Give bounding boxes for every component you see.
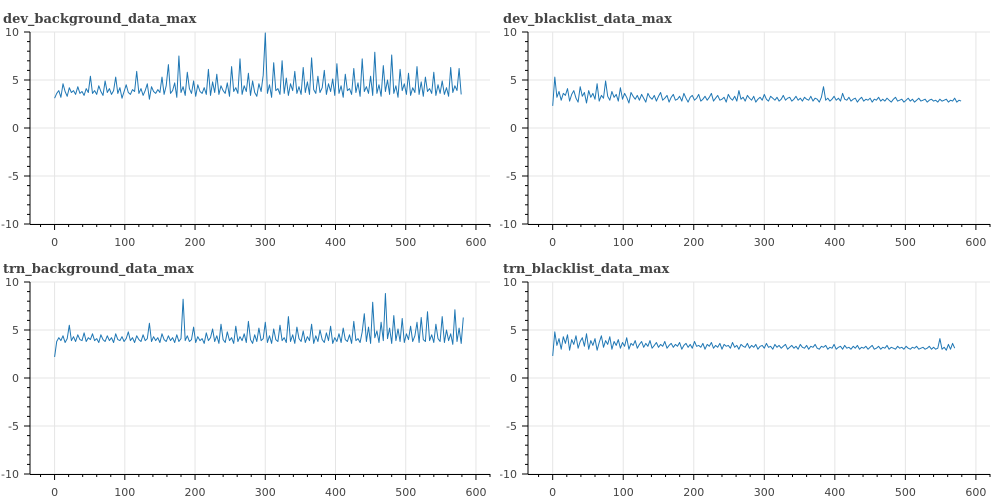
y-tick-label: 5 <box>510 74 517 87</box>
x-tick-label: 0 <box>549 236 556 249</box>
x-tick-label: 100 <box>114 236 135 249</box>
y-tick-label: 0 <box>12 372 19 385</box>
y-tick-label: 10 <box>503 26 517 39</box>
y-tick-label: -10 <box>500 468 517 481</box>
y-tick-label: -10 <box>500 218 517 231</box>
x-tick-label: 500 <box>895 236 916 249</box>
series-line <box>54 32 462 100</box>
y-tick-label: 0 <box>510 122 517 135</box>
y-tick-label: 5 <box>12 74 19 87</box>
y-tick-label: -10 <box>1 218 19 231</box>
x-tick-label: 600 <box>465 486 486 499</box>
y-tick-label: 0 <box>12 122 19 135</box>
y-tick-label: -5 <box>506 170 517 183</box>
y-tick-label: -5 <box>8 170 19 183</box>
x-tick-label: 200 <box>185 236 206 249</box>
y-tick-label: 5 <box>510 324 517 337</box>
y-tick-label: -10 <box>1 468 19 481</box>
y-tick-label: 10 <box>503 276 517 289</box>
chart-panel-trn-background: trn_background_data_max 0 100 200 300 400 500 6… <box>0 250 500 500</box>
y-tick-label: 10 <box>5 276 19 289</box>
chart-title: dev_background_data_max <box>3 12 197 27</box>
chart-panel-dev-background: dev_background_data_max 0 100 200 300 400 500 6… <box>0 0 500 250</box>
x-tick-label: 300 <box>754 486 775 499</box>
x-tick-label: 300 <box>255 486 276 499</box>
x-tick-label: 200 <box>185 486 206 499</box>
x-tick-label: 200 <box>683 236 704 249</box>
x-tick-label: 400 <box>824 236 845 249</box>
series-line <box>54 293 464 357</box>
x-tick-label: 300 <box>255 236 276 249</box>
chart-title: trn_blacklist_data_max <box>503 262 670 277</box>
chart-panel-dev-blacklist: dev_blacklist_data_max 0 100 200 300 400 500 60… <box>500 0 1000 250</box>
x-tick-label: 0 <box>51 236 58 249</box>
chart-title: trn_background_data_max <box>3 262 194 277</box>
x-tick-label: 200 <box>683 486 704 499</box>
x-tick-label: 100 <box>114 486 135 499</box>
x-tick-label: 500 <box>395 236 416 249</box>
x-tick-label: 600 <box>965 486 986 499</box>
y-tick-label: -5 <box>506 420 517 433</box>
y-tick-label: 5 <box>12 324 19 337</box>
x-tick-label: 600 <box>465 236 486 249</box>
x-tick-label: 400 <box>824 486 845 499</box>
chart-title: dev_blacklist_data_max <box>503 12 672 27</box>
x-tick-label: 300 <box>754 236 775 249</box>
chart-panel-trn-blacklist: trn_blacklist_data_max 0 100 200 300 400 500 60… <box>500 250 1000 500</box>
y-tick-label: -5 <box>8 420 19 433</box>
x-tick-label: 0 <box>51 486 58 499</box>
series-line <box>552 76 962 106</box>
x-tick-label: 0 <box>549 486 556 499</box>
y-tick-label: 0 <box>510 372 517 385</box>
x-tick-label: 600 <box>965 236 986 249</box>
x-tick-label: 500 <box>395 486 416 499</box>
x-tick-label: 500 <box>895 486 916 499</box>
series-line <box>552 331 956 356</box>
x-tick-label: 400 <box>325 486 346 499</box>
y-tick-label: 10 <box>5 26 19 39</box>
x-tick-label: 400 <box>325 236 346 249</box>
x-tick-label: 100 <box>613 236 634 249</box>
x-tick-label: 100 <box>613 486 634 499</box>
